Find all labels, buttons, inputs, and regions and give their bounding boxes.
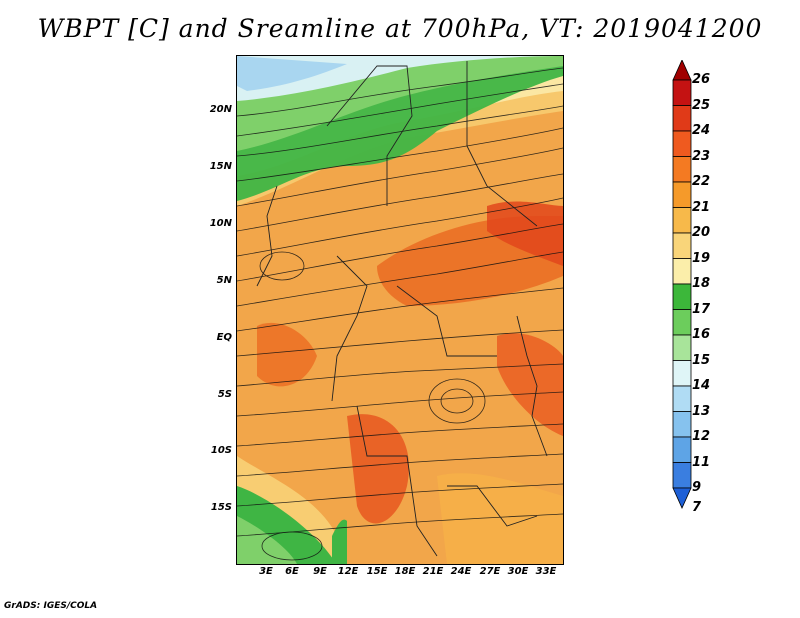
- colorbar-label-14: 14: [692, 378, 711, 393]
- grads-credit: GrADS: IGES/COLA: [4, 601, 98, 611]
- colorbar-label-19: 19: [692, 250, 711, 266]
- lat-label-5s: 5S: [217, 389, 232, 400]
- colorbar-label-15: 15: [692, 352, 711, 368]
- colorbar-box-1: [672, 79, 692, 106]
- colorbar-label-25: 25: [692, 97, 711, 113]
- colorbar-label-24: 24: [692, 123, 711, 138]
- colorbar-label-26: 26: [692, 72, 711, 87]
- lon-label-24e: 24E: [450, 566, 472, 577]
- lon-label-12e: 12E: [337, 566, 359, 577]
- colorbar-label-17: 17: [692, 301, 711, 317]
- colorbar-box-15: [672, 436, 692, 463]
- map-panel: [236, 55, 564, 565]
- lat-label-15s: 15S: [210, 502, 232, 513]
- map-title: WBPT [C] and Sreamline at 700hPa, VT: 20…: [37, 14, 763, 43]
- colorbar-box-7: [672, 232, 692, 259]
- colorbar-label-11: 11: [692, 454, 711, 470]
- lon-label-18e: 18E: [394, 566, 416, 577]
- colorbar-box-2: [672, 105, 692, 132]
- colorbar-label-12: 12: [692, 429, 711, 444]
- colorbar-box-10: [672, 309, 692, 336]
- colorbar-box-11: [672, 334, 692, 361]
- lon-label-21e: 21E: [422, 566, 444, 577]
- lon-label-27e: 27E: [479, 566, 501, 577]
- colorbar-box-8: [672, 258, 692, 285]
- lon-label-9e: 9E: [313, 566, 327, 577]
- colorbar-box-3: [672, 130, 692, 157]
- colorbar-box-16: [672, 462, 692, 489]
- colorbar-box-6: [672, 207, 692, 234]
- colorbar-label-7: 7: [692, 500, 702, 515]
- lat-label-10n: 10N: [209, 218, 232, 229]
- colorbar-label-9: 9: [692, 480, 702, 495]
- lon-label-3e: 3E: [259, 566, 273, 577]
- wbpt-streamline-map: [237, 56, 563, 564]
- lon-label-15e: 15E: [366, 566, 388, 577]
- lon-label-33e: 33E: [535, 566, 557, 577]
- colorbar: [672, 60, 692, 509]
- colorbar-top-arrow: [672, 60, 692, 81]
- colorbar-label-18: 18: [692, 276, 711, 291]
- lon-label-6e: 6E: [285, 566, 299, 577]
- lat-label-20n: 20N: [209, 104, 232, 115]
- colorbar-box-13: [672, 385, 692, 412]
- colorbar-label-13: 13: [692, 403, 711, 419]
- colorbar-box-9: [672, 283, 692, 310]
- colorbar-label-20: 20: [692, 225, 711, 240]
- colorbar-label-16: 16: [692, 327, 711, 342]
- colorbar-bottom-arrow: [672, 487, 692, 509]
- lon-label-30e: 30E: [507, 566, 529, 577]
- colorbar-box-12: [672, 360, 692, 387]
- colorbar-box-14: [672, 411, 692, 438]
- colorbar-box-5: [672, 181, 692, 208]
- lat-label-15n: 15N: [209, 161, 232, 172]
- colorbar-label-23: 23: [692, 148, 711, 164]
- colorbar-label-21: 21: [692, 199, 711, 215]
- colorbar-label-22: 22: [692, 174, 711, 189]
- colorbar-box-4: [672, 156, 692, 183]
- lat-label-eq: EQ: [216, 332, 232, 343]
- lat-label-10s: 10S: [210, 445, 232, 456]
- lat-label-5n: 5N: [216, 275, 232, 286]
